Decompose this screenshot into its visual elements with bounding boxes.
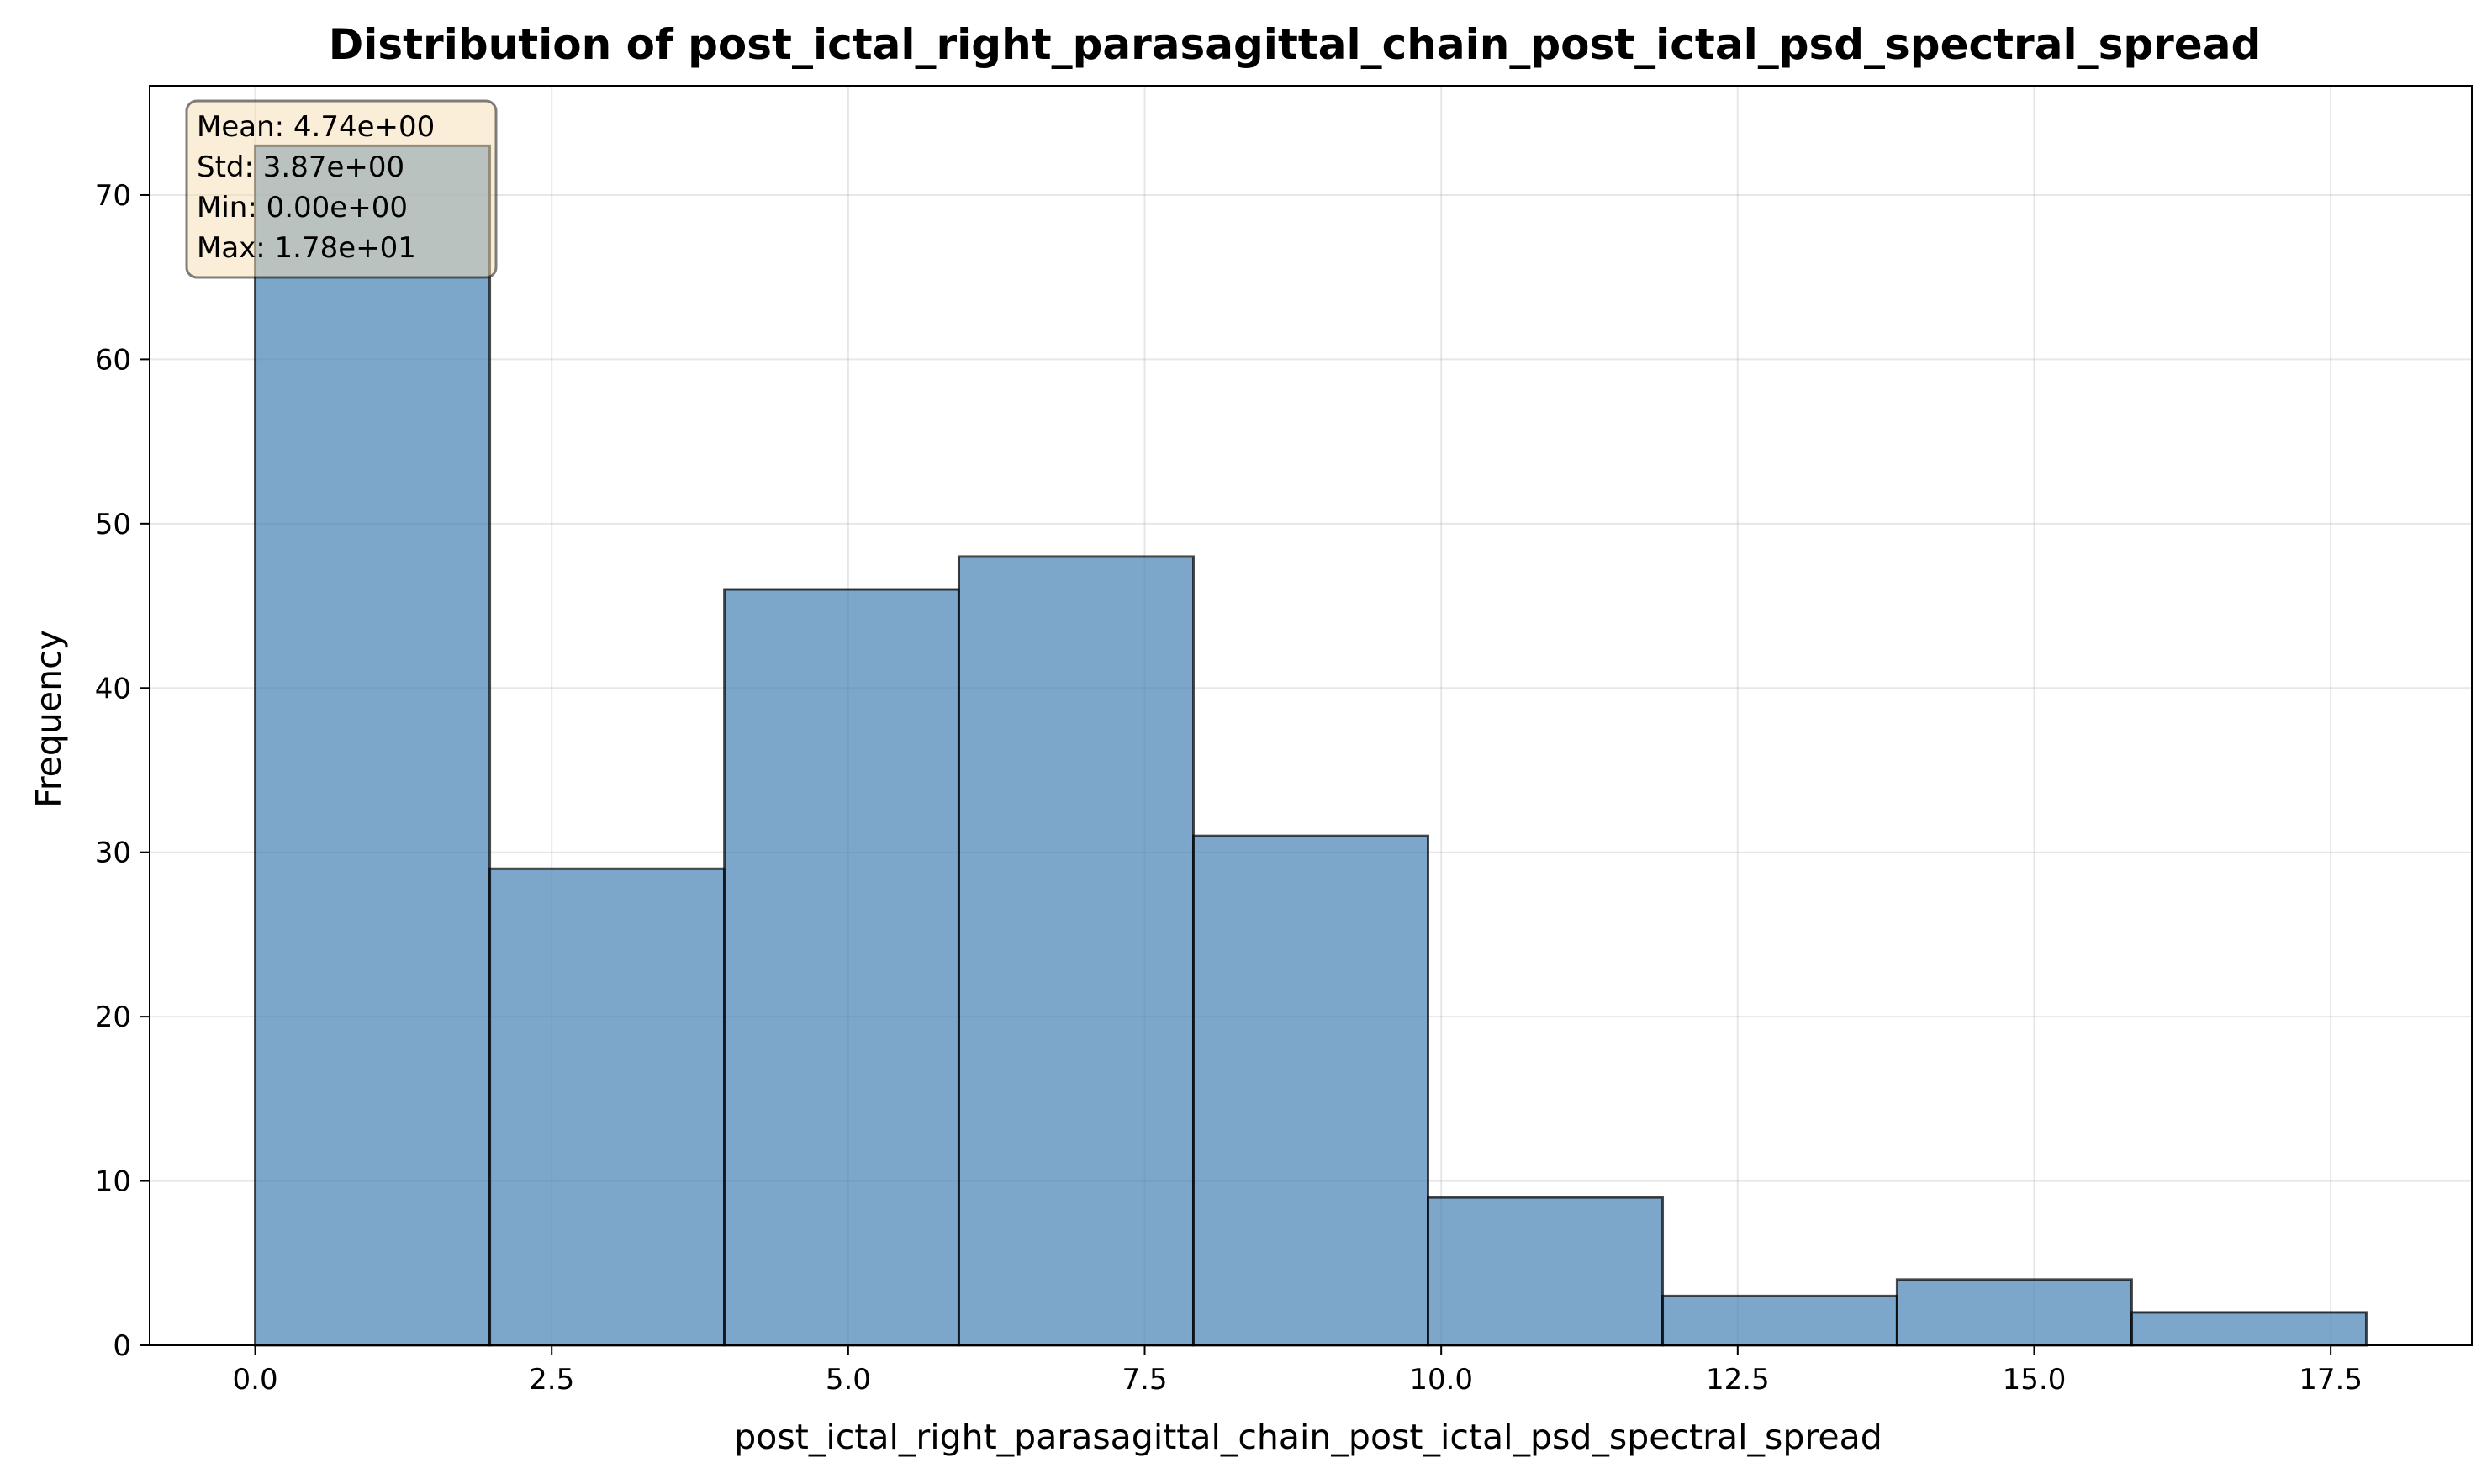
statistics-box-background — [185, 99, 498, 279]
y-axis-ticks: 0 10 20 30 40 50 60 70 — [95, 179, 150, 1363]
histogram-bar-1 — [488, 867, 726, 1347]
x-tick-label-2: 5.0 — [826, 1363, 871, 1397]
histogram-bar-4 — [1191, 834, 1430, 1347]
histogram-bar-5 — [1427, 1196, 1665, 1347]
stat-min: Min: 0.00e+00 — [197, 191, 408, 224]
stat-mean: Mean: 4.74e+00 — [197, 110, 435, 144]
plot-area-frame — [149, 85, 2473, 1346]
y-tick-label-4: 40 — [95, 672, 131, 705]
histogram-bar-8 — [2130, 1311, 2368, 1347]
x-tick-label-4: 10.0 — [1409, 1363, 1473, 1397]
histogram-bar-0 — [254, 144, 492, 1347]
statistics-box: Mean: 4.74e+00 Std: 3.87e+00 Min: 0.00e+… — [185, 99, 498, 279]
stat-std: Std: 3.87e+00 — [197, 151, 404, 184]
x-tick-label-0: 0.0 — [233, 1363, 278, 1397]
histogram-bar-7 — [1895, 1278, 2133, 1347]
x-tick-label-3: 7.5 — [1122, 1363, 1167, 1397]
x-tick-label-1: 2.5 — [529, 1363, 574, 1397]
y-tick-label-5: 50 — [95, 508, 131, 541]
histogram-bar-3 — [957, 555, 1195, 1347]
histogram-bar-6 — [1661, 1294, 1898, 1347]
y-tick-label-6: 60 — [95, 343, 131, 377]
stat-max: Max: 1.78e+01 — [197, 231, 416, 265]
y-tick-label-2: 20 — [95, 1001, 131, 1034]
y-tick-label-7: 70 — [95, 179, 131, 213]
y-tick-label-1: 10 — [95, 1165, 131, 1199]
x-axis-label: post_ictal_right_parasagittal_chain_post… — [734, 1417, 1882, 1457]
y-tick-label-0: 0 — [113, 1329, 131, 1363]
x-tick-label-5: 12.5 — [1706, 1363, 1770, 1397]
x-tick-label-6: 15.0 — [2003, 1363, 2067, 1397]
chart-title: Distribution of post_ictal_right_parasag… — [329, 20, 2262, 69]
x-tick-label-7: 17.5 — [2299, 1363, 2363, 1397]
histogram-bar-2 — [723, 588, 960, 1347]
x-axis-ticks: 0.0 2.5 5.0 7.5 10.0 12.5 15.0 17.5 — [233, 1345, 2363, 1397]
y-axis-label: Frequency — [29, 630, 69, 808]
y-tick-label-3: 30 — [95, 837, 131, 870]
